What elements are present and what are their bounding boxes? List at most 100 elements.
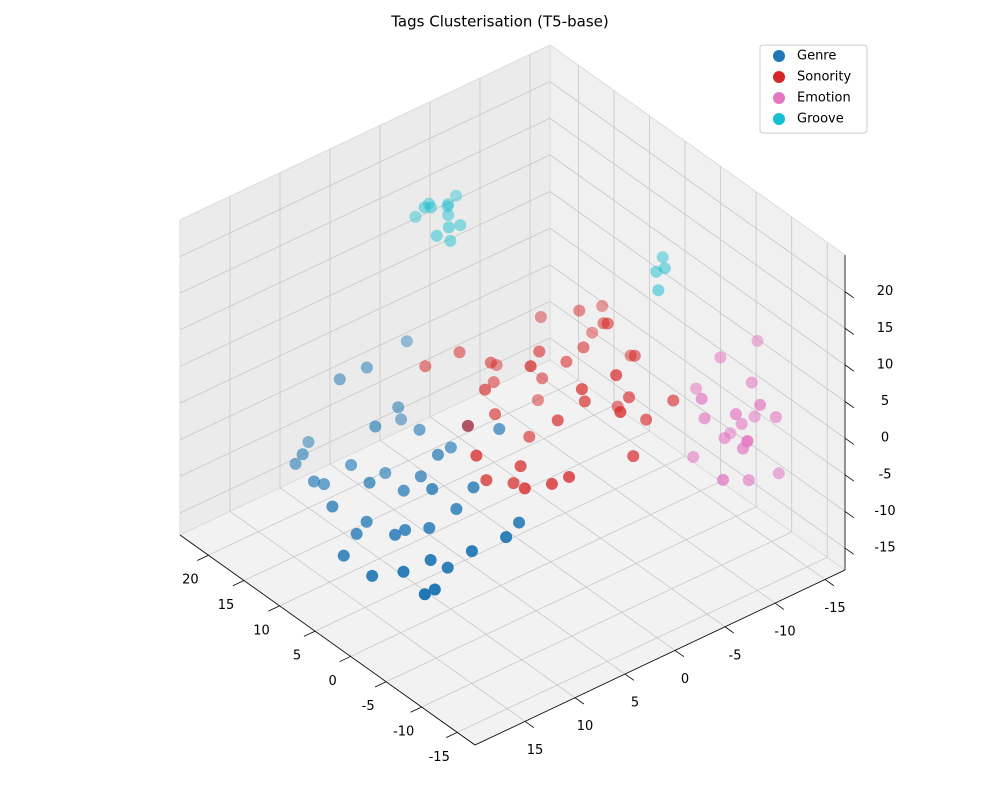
point: [289, 457, 302, 470]
point: [461, 419, 474, 432]
point: [333, 373, 346, 386]
grid-line: [549, 117, 846, 329]
point: [742, 474, 755, 487]
y-tick: [574, 697, 585, 705]
point: [578, 395, 591, 408]
legend-marker: [773, 92, 785, 104]
grid-line: [549, 264, 846, 476]
point: [695, 392, 708, 405]
point: [536, 372, 549, 385]
point: [493, 422, 506, 435]
point: [586, 326, 599, 339]
point: [769, 411, 782, 424]
y-tick: [624, 673, 635, 681]
point: [395, 413, 408, 426]
point: [714, 351, 727, 364]
point: [454, 219, 467, 232]
y-tick-label: 0: [681, 672, 689, 687]
point: [418, 588, 431, 601]
z-tick: [844, 291, 855, 299]
grid-line: [229, 511, 526, 722]
y-tick: [824, 579, 835, 587]
point: [610, 369, 623, 382]
grid-line: [549, 81, 846, 292]
grid-line: [479, 392, 776, 604]
y-tick-label: -15: [824, 601, 845, 616]
grid-line: [179, 264, 551, 441]
y-tick-label: 5: [631, 696, 639, 711]
point: [424, 554, 437, 567]
x-tick-label: 0: [328, 674, 336, 689]
x-axis: [179, 534, 476, 746]
point: [450, 189, 463, 202]
point: [480, 474, 493, 487]
grid-line: [329, 463, 626, 675]
grid-line: [350, 481, 721, 657]
point: [656, 251, 669, 264]
point: [450, 502, 463, 515]
y-tick-label: 10: [577, 719, 594, 734]
point: [640, 413, 653, 426]
point: [523, 430, 536, 443]
point: [754, 398, 767, 411]
point: [442, 209, 455, 222]
point: [379, 467, 392, 480]
point: [577, 341, 590, 354]
x-tick-label: 5: [293, 649, 301, 664]
grid-line: [314, 455, 686, 632]
z-tick: [844, 364, 855, 372]
point: [422, 197, 435, 210]
point: [560, 355, 573, 368]
grid-line: [179, 227, 551, 404]
point: [453, 346, 466, 359]
y-axis: [474, 569, 846, 746]
point: [399, 523, 412, 536]
point: [627, 450, 640, 463]
point: [717, 473, 730, 486]
point: [414, 470, 427, 483]
point: [428, 583, 441, 596]
point: [513, 516, 526, 529]
point: [507, 477, 520, 490]
point: [741, 435, 754, 448]
point: [326, 500, 339, 513]
z-tick-label: -5: [879, 467, 892, 482]
point: [307, 475, 320, 488]
point: [667, 394, 680, 407]
point: [489, 408, 502, 421]
point: [467, 481, 480, 494]
x-tick: [303, 630, 316, 637]
y-tick: [724, 626, 735, 634]
grid-line: [179, 191, 551, 367]
point: [735, 417, 748, 430]
y-tick: [674, 650, 685, 658]
point: [360, 361, 373, 374]
z-tick: [844, 547, 855, 555]
point: [514, 460, 527, 473]
x-tick: [232, 580, 245, 587]
z-tick: [844, 437, 855, 445]
x-tick: [339, 656, 351, 663]
z-tick-label: 0: [881, 431, 889, 446]
y-tick: [524, 721, 535, 728]
z-tick: [844, 327, 855, 335]
point: [360, 515, 373, 528]
y-tick-label: 15: [527, 743, 544, 758]
point: [345, 459, 358, 472]
point: [500, 531, 513, 544]
point: [531, 394, 544, 407]
x-tick-label: -5: [362, 699, 375, 714]
point: [444, 234, 457, 247]
grid-line: [421, 531, 792, 708]
z-tick-label: -10: [874, 504, 895, 519]
point: [563, 470, 576, 483]
grid-line: [208, 379, 579, 556]
point: [465, 545, 478, 558]
point: [518, 482, 531, 495]
x-tick: [410, 706, 422, 713]
grid-line: [179, 301, 551, 477]
legend-marker: [773, 71, 785, 83]
point: [650, 265, 663, 278]
point: [302, 436, 315, 449]
